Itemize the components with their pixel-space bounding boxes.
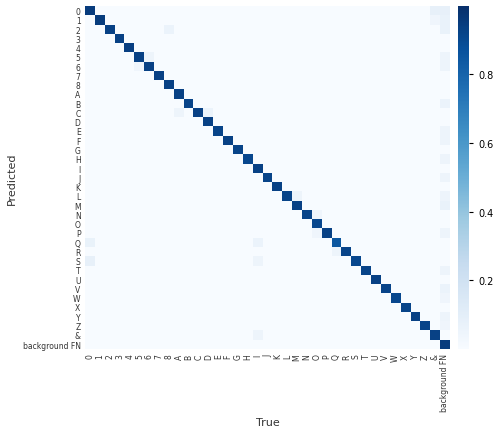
Y-axis label: Predicted: Predicted — [7, 152, 17, 204]
X-axis label: True: True — [256, 417, 280, 427]
